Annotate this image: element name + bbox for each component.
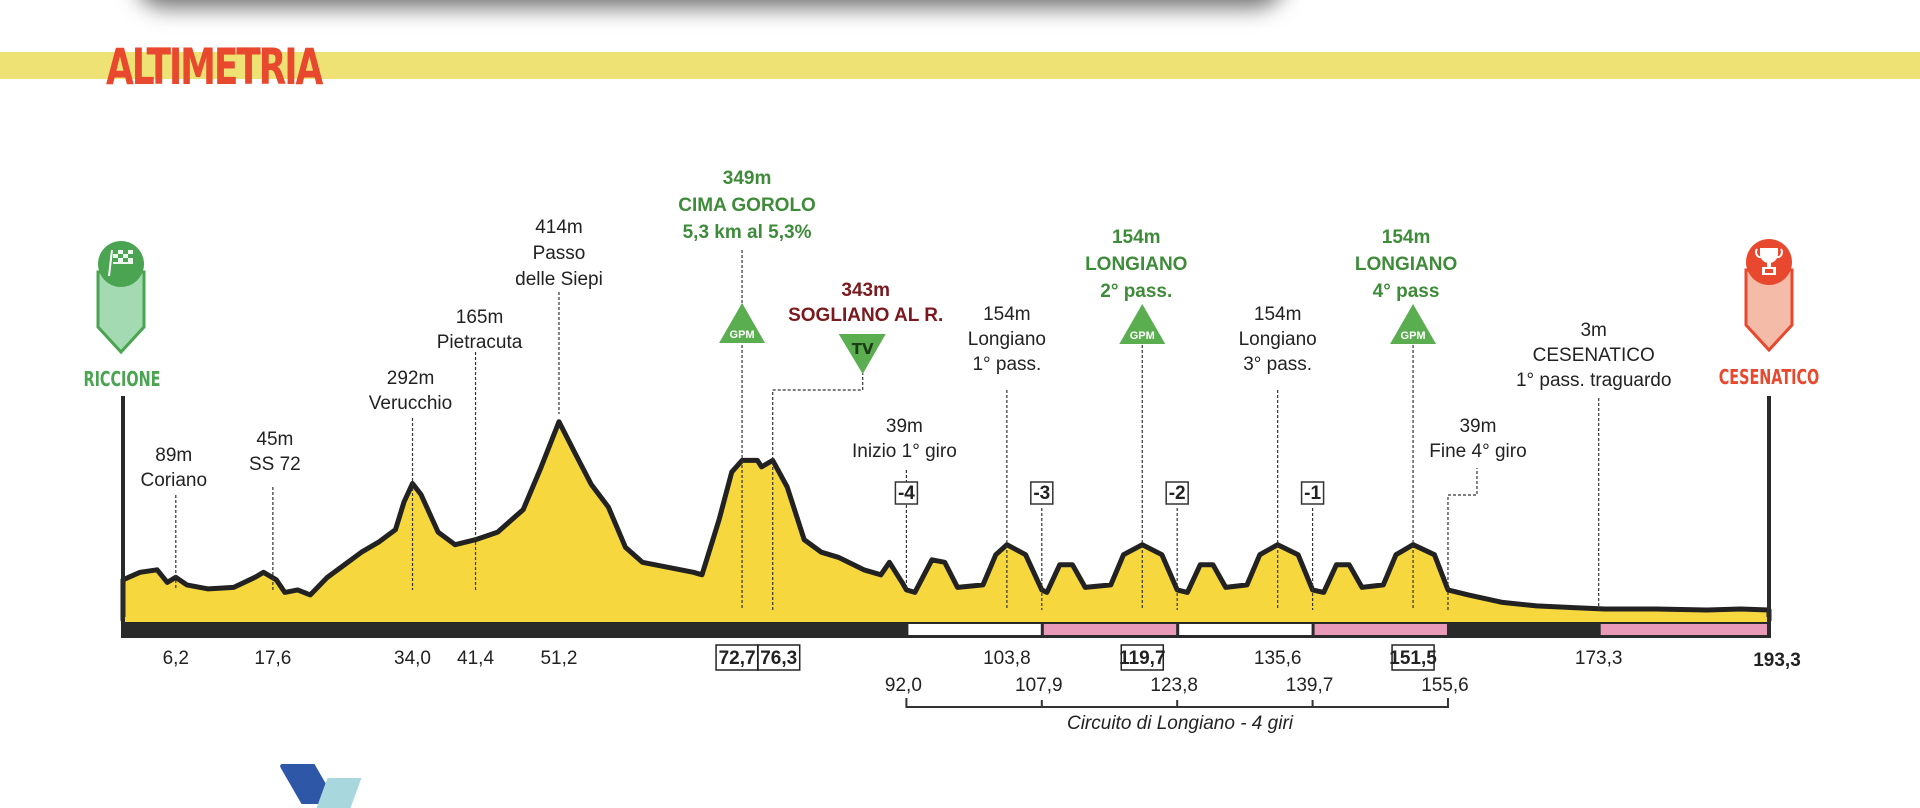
- km-tick-row2: 92,0: [885, 675, 922, 696]
- km-tick: 173,3: [1575, 648, 1623, 669]
- km-tick: 151,5: [1389, 648, 1437, 669]
- km-tick: 51,2: [540, 648, 577, 669]
- km-tick-row2: 155,6: [1421, 675, 1469, 696]
- km-tick: 76,3: [760, 648, 797, 669]
- point-label: 154m: [1254, 304, 1302, 325]
- gpm-triangle-icon: [1390, 304, 1437, 344]
- tv-triangle-icon: [838, 334, 886, 374]
- point-label: 343m: [841, 280, 890, 301]
- gpm-triangle-icon: [1119, 304, 1166, 344]
- lap-counter-box: [894, 481, 919, 505]
- circuit-label: Circuito di Longiano - 4 giri: [1067, 713, 1294, 734]
- segment-bar: [123, 621, 1769, 638]
- point-label: 349m: [723, 168, 772, 189]
- point-label: Longiano: [1239, 329, 1317, 350]
- segment: [1447, 624, 1599, 635]
- km-tick-box: [1120, 644, 1165, 671]
- point-label: 165m: [456, 307, 504, 328]
- point-label: 45m: [256, 429, 293, 450]
- point-label: LONGIANO: [1355, 254, 1457, 275]
- lap-counter: -3: [1033, 483, 1050, 504]
- start-city-label: RICCIONE: [84, 369, 161, 392]
- header-band: [0, 52, 1920, 79]
- gpm-label: GPM: [1130, 330, 1155, 342]
- point-label: CIMA GOROLO: [678, 195, 816, 216]
- lap-counter-box: [1300, 481, 1325, 505]
- segment: [908, 624, 1041, 635]
- km-tick-box: [756, 644, 801, 671]
- point-label: Verucchio: [369, 393, 452, 414]
- point-label: 1° pass.: [972, 354, 1041, 375]
- gpm-label: GPM: [730, 329, 755, 341]
- finish-marker: [1744, 239, 1794, 353]
- point-label: LONGIANO: [1085, 254, 1187, 275]
- point-label: 154m: [1382, 227, 1431, 248]
- km-tick-row2: 107,9: [1015, 675, 1063, 696]
- lap-counter-box: [1030, 481, 1054, 505]
- point-label: CESENATICO: [1533, 345, 1655, 366]
- km-tick-labels: 6,2 17,6 34,0 41,4 51,2 72,7 76,3 103,8 119,7 135…: [163, 644, 1801, 696]
- point-label: delle Siepi: [515, 269, 603, 290]
- km-tick: 34,0: [394, 648, 431, 669]
- point-label: 154m: [983, 304, 1031, 325]
- point-label: 89m: [155, 445, 192, 466]
- km-tick: 193,3: [1753, 650, 1801, 671]
- checkered-flag-icon: [108, 249, 133, 277]
- point-label: Fine 4° giro: [1429, 441, 1526, 462]
- elevation-profile-chart: 89m Coriano 45m SS 72 292m Verucchio 165m Pietr…: [84, 168, 1820, 734]
- point-label: 39m: [886, 416, 923, 437]
- lap-counter: -4: [898, 483, 915, 504]
- lap-counter: -2: [1169, 483, 1186, 504]
- profile-base: [123, 617, 1769, 622]
- point-label: 3° pass.: [1243, 354, 1312, 375]
- km-tick: 103,8: [983, 648, 1031, 669]
- point-label: 2° pass.: [1100, 281, 1172, 302]
- km-tick: 6,2: [163, 648, 189, 669]
- km-tick: 119,7: [1119, 648, 1166, 669]
- point-label: 414m: [535, 217, 583, 238]
- km-tick-row2: 123,8: [1150, 675, 1198, 696]
- point-label: 154m: [1112, 227, 1161, 248]
- lap-counter: -1: [1304, 483, 1321, 504]
- km-tick-box: [1391, 644, 1435, 671]
- point-label: SOGLIANO AL R.: [788, 305, 943, 326]
- guide-lines: [175, 250, 1600, 610]
- start-marker: [96, 241, 146, 355]
- segment: [1314, 624, 1447, 635]
- page-title: ALTIMETRIA: [106, 38, 323, 96]
- km-tick: 135,6: [1254, 648, 1302, 669]
- point-label: Inizio 1° giro: [852, 441, 957, 462]
- km-tick: 17,6: [254, 648, 291, 669]
- segment: [1600, 624, 1768, 635]
- point-label: SS 72: [249, 454, 301, 475]
- point-label: 39m: [1459, 416, 1496, 437]
- tv-label: TV: [852, 340, 874, 358]
- km-tick-row2: 139,7: [1286, 675, 1334, 696]
- point-label: 292m: [387, 368, 435, 389]
- gpm-triangle-icon: [719, 303, 766, 343]
- trophy-icon: [1755, 248, 1783, 275]
- lap-counter-box: [1165, 481, 1189, 505]
- point-label: Pietracuta: [437, 332, 523, 353]
- circuit-bracket: Circuito di Longiano - 4 giri: [905, 698, 1449, 734]
- point-label: 1° pass. traguardo: [1516, 370, 1671, 391]
- point-label: Passo: [533, 243, 586, 264]
- point-label: 3m: [1580, 320, 1606, 341]
- gpm-label: GPM: [1401, 330, 1426, 342]
- point-label: 4° pass: [1373, 281, 1440, 302]
- segment: [1179, 624, 1312, 635]
- segment: [123, 624, 907, 635]
- km-tick: 41,4: [457, 648, 494, 669]
- point-labels: 89m Coriano 45m SS 72 292m Verucchio 165m Pietr…: [141, 168, 1671, 505]
- point-label: Coriano: [141, 470, 208, 491]
- point-label: Longiano: [968, 329, 1046, 350]
- finish-city-label: CESENATICO: [1719, 367, 1820, 390]
- point-label: 5,3 km al 5,3%: [683, 222, 812, 243]
- km-tick: 72,7: [719, 648, 756, 669]
- profile-area: [120, 419, 1772, 623]
- segment: [1043, 624, 1177, 635]
